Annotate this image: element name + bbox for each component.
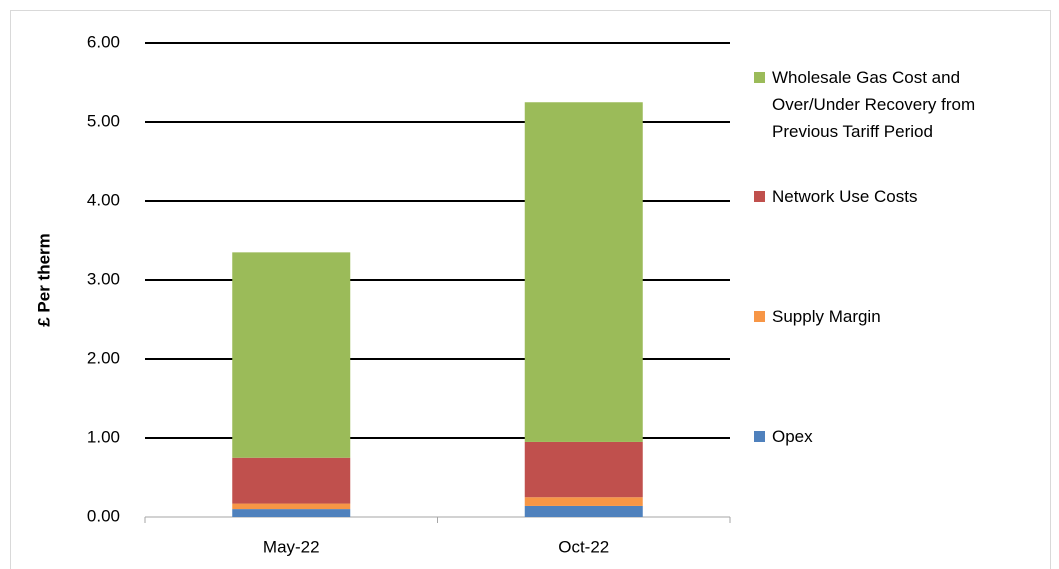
bar-segment [524,505,643,517]
legend-swatch [754,431,765,442]
bar-segment [524,102,643,442]
y-tick-label: 0.00 [87,506,120,525]
legend-swatch [754,311,765,322]
y-tick-label: 3.00 [87,269,120,288]
bar-segment [524,497,643,506]
y-tick-label: 4.00 [87,190,120,209]
legend-label: Opex [772,427,813,446]
legend-entry: Network Use Costs [750,183,1040,210]
legend-label: Wholesale Gas Cost and Over/Under Recove… [772,68,976,141]
bar-segment [524,441,643,498]
legend-label: Supply Margin [772,307,881,326]
legend-entry: Supply Margin [750,303,1040,330]
x-tick-label: Oct-22 [558,537,609,556]
y-axis-label: £ Per therm [34,233,53,327]
y-tick-label: 1.00 [87,427,120,446]
chart-border [10,10,1051,569]
bar-segment [232,509,351,517]
bar-segment [232,457,351,504]
y-tick-label: 6.00 [87,32,120,51]
legend-entry: Opex [750,423,1040,450]
legend-entry: Wholesale Gas Cost and Over/Under Recove… [750,64,1040,145]
bar-segment [232,252,351,458]
bar-segment [232,503,351,510]
legend-swatch [754,191,765,202]
legend-swatch [754,72,765,83]
y-tick-label: 2.00 [87,348,120,367]
x-tick-label: May-22 [263,537,320,556]
y-tick-label: 5.00 [87,111,120,130]
legend-label: Network Use Costs [772,187,918,206]
